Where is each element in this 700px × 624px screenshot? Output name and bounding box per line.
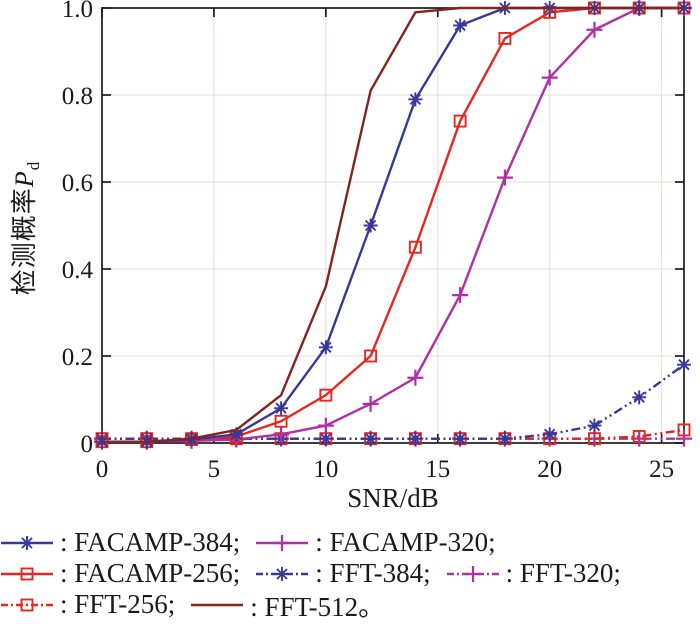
plus-marker <box>362 395 379 412</box>
x-axis-label: SNR/dB <box>347 483 439 513</box>
asterisk-marker <box>408 431 423 446</box>
y-tick-label: 1.0 <box>62 0 93 23</box>
plus-marker <box>496 169 513 186</box>
legend-sample-facamp-384 <box>1 535 53 550</box>
asterisk-marker <box>363 431 378 446</box>
square-marker <box>588 432 601 446</box>
asterisk-marker <box>453 431 468 446</box>
legend-sample-fft-320 <box>446 565 499 582</box>
legend-item-fft-256: : FFT-256; <box>0 589 175 620</box>
y-axis-label-cn: 检测概率 <box>9 187 39 296</box>
detection-probability-chart: 0 5 10 15 20 25 0 0.2 0.4 0.6 0.8 1.0 SNR/dB <box>62 0 692 513</box>
series-fft-512 <box>102 6 684 443</box>
x-tick-label: 0 <box>96 456 109 483</box>
legend-label-facamp-256: : FACAMP-256; <box>60 558 241 588</box>
plus-marker <box>273 426 290 443</box>
square-marker <box>20 567 34 580</box>
asterisk-marker <box>318 431 333 446</box>
plus-marker <box>541 69 558 86</box>
legend-item-facamp-320: : FACAMP-320; <box>255 527 496 558</box>
legend-sample-fft-384 <box>256 566 309 581</box>
legend-sample-fft-512 <box>191 603 244 606</box>
y-axis-label-sub: d <box>24 160 44 171</box>
y-tick-label: 0 <box>81 431 94 458</box>
legend-sample-facamp-256 <box>1 567 53 580</box>
legend-item-fft-320: : FFT-320; <box>446 558 621 589</box>
y-axis-label: 检测概率Pd <box>4 161 44 295</box>
plus-marker <box>464 565 481 582</box>
plus-marker <box>452 287 469 304</box>
plus-marker <box>407 369 424 386</box>
square-marker <box>498 32 512 45</box>
legend-row-2: : FACAMP-256; : FFT-384; : FFT-320; <box>0 558 700 589</box>
asterisk-marker <box>318 340 333 355</box>
x-tick-label: 5 <box>208 456 221 483</box>
legend-sample-facamp-320 <box>256 534 309 551</box>
square-marker <box>677 423 691 437</box>
legend-item-facamp-384: : FACAMP-384; <box>0 527 240 558</box>
chart-legend: : FACAMP-384; : FACAMP-320; : FACAMP-256… <box>0 527 700 622</box>
series-facamp-384 <box>102 6 684 443</box>
legend-item-facamp-256: : FACAMP-256; <box>0 558 240 589</box>
square-marker <box>408 240 422 254</box>
square-marker <box>453 114 467 128</box>
x-tick-label: 15 <box>425 456 450 483</box>
axis-box <box>101 7 685 444</box>
asterisk-marker <box>587 418 602 433</box>
plot-area: 0 5 10 15 20 25 0 0.2 0.4 0.6 0.8 1.0 <box>62 0 692 483</box>
y-tick-label: 0.4 <box>62 257 94 284</box>
series-facamp-256 <box>102 6 684 443</box>
plus-marker <box>586 21 603 38</box>
x-tick-label: 10 <box>313 456 338 483</box>
legend-label-fft-256: : FFT-256; <box>60 589 176 619</box>
x-tick-label: 25 <box>649 456 674 483</box>
asterisk-marker <box>497 431 512 446</box>
legend-label-fft-320: : FFT-320; <box>505 558 621 588</box>
asterisk-marker <box>408 92 423 107</box>
asterisk-marker <box>453 18 468 33</box>
legend-sample-fft-256 <box>1 598 53 611</box>
plus-marker <box>317 417 334 434</box>
legend-label-fft-384: : FFT-384; <box>315 558 431 588</box>
legend-label-facamp-384: : FACAMP-384; <box>60 527 241 557</box>
legend-label-fft-512: : FFT-512。 <box>250 592 386 622</box>
y-tick-label: 0.6 <box>62 170 93 197</box>
plus-marker <box>274 534 291 551</box>
y-tick-label: 0.8 <box>62 83 93 110</box>
square-marker <box>364 349 378 363</box>
x-tick-label: 20 <box>537 456 562 483</box>
square-marker <box>319 388 333 402</box>
square-marker <box>274 414 288 428</box>
asterisk-marker <box>542 427 557 442</box>
legend-row-1: : FACAMP-384; : FACAMP-320; <box>0 527 700 558</box>
legend-item-fft-512: : FFT-512。 <box>190 585 385 624</box>
y-axis-label-var: P <box>9 170 39 188</box>
series-facamp-320 <box>102 6 684 443</box>
asterisk-marker <box>229 427 244 442</box>
asterisk-marker <box>632 390 647 405</box>
asterisk-marker <box>20 535 34 550</box>
asterisk-marker <box>275 566 290 581</box>
asterisk-marker <box>274 401 289 416</box>
legend-item-fft-384: : FFT-384; <box>255 558 431 589</box>
square-marker <box>632 430 646 443</box>
plus-marker <box>676 430 692 447</box>
y-tick-label: 0.2 <box>62 344 93 371</box>
legend-row-3: : FFT-256; : FFT-512。 <box>0 589 700 622</box>
legend-label-facamp-320: : FACAMP-320; <box>315 527 496 557</box>
asterisk-marker <box>677 357 691 372</box>
square-marker <box>20 598 34 611</box>
asterisk-marker <box>363 218 378 233</box>
